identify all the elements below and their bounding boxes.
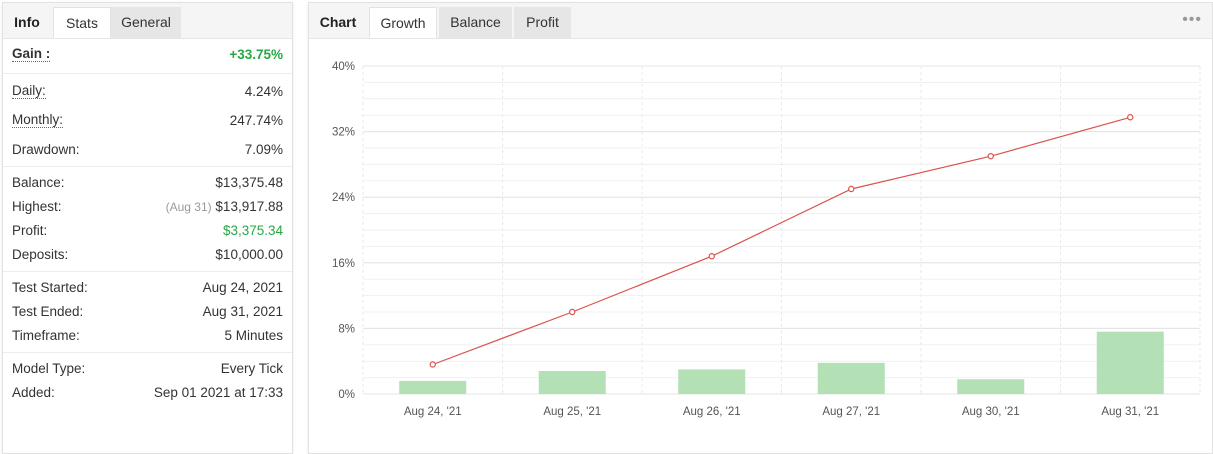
model-type-label: Model Type: [12, 361, 86, 376]
drawdown-value: 7.09% [244, 142, 283, 157]
growth-bar [817, 362, 885, 394]
tab-info[interactable]: Info [14, 14, 40, 30]
tab-general[interactable]: General [111, 7, 181, 38]
test-started-row: Test Started: Aug 24, 2021 [12, 276, 283, 300]
rates-group: Daily: 4.24% Monthly: 247.74% Drawdown: … [3, 74, 292, 167]
drawdown-row: Drawdown: 7.09% [12, 138, 283, 162]
growth-bar [1096, 331, 1164, 394]
more-options-icon[interactable]: ••• [1182, 11, 1202, 28]
highest-label: Highest: [12, 199, 62, 214]
growth-bar [399, 380, 467, 394]
growth-point[interactable] [569, 308, 576, 316]
timeframe-row: Timeframe: 5 Minutes [12, 324, 283, 348]
profit-value: $3,375.34 [222, 223, 283, 238]
test-started-label: Test Started: [12, 280, 88, 295]
growth-bar [957, 379, 1025, 394]
profit-row: Profit: $3,375.34 [12, 219, 283, 243]
chart-tabbar: Chart Growth Balance Profit ••• [309, 3, 1212, 39]
test-started-value: Aug 24, 2021 [202, 280, 283, 295]
growth-point[interactable] [429, 361, 436, 368]
drawdown-label: Drawdown: [12, 142, 80, 157]
growth-chart: 0% 8% 16% 24% 32% 40% Aug 24, '21 Aug 25, '21 A… [332, 61, 1201, 418]
x-tick-label: Aug 27, '21 [822, 406, 880, 418]
test-ended-row: Test Ended: Aug 31, 2021 [12, 300, 283, 324]
model-type-value: Every Tick [220, 361, 283, 376]
added-label: Added: [12, 385, 55, 400]
growth-point[interactable] [708, 253, 715, 260]
test-ended-label: Test Ended: [12, 304, 84, 319]
profit-label: Profit: [12, 223, 48, 238]
stats-tabbar: Info Stats General [3, 3, 292, 39]
growth-line [432, 116, 1131, 366]
x-tick-label: Aug 25, '21 [543, 406, 601, 418]
daily-label[interactable]: Daily: [12, 83, 46, 99]
tab-chart[interactable]: Chart [319, 14, 357, 30]
tab-stats[interactable]: Stats [53, 7, 111, 38]
y-tick-label: 40% [332, 61, 355, 73]
x-tick-label: Aug 26, '21 [683, 406, 741, 418]
deposits-value: $10,000.00 [215, 247, 283, 262]
balance-row: Balance: $13,375.48 [12, 171, 283, 195]
highest-value-wrap: (Aug 31) $13,917.88 [166, 199, 283, 214]
added-row: Added: Sep 01 2021 at 17:33 [12, 381, 283, 405]
growth-bar [678, 369, 746, 394]
chart-panel: Chart Growth Balance Profit ••• 0% 8% 16% 2… [308, 2, 1213, 454]
monthly-value: 247.74% [229, 113, 283, 128]
highest-value: $13,917.88 [215, 199, 283, 214]
stats-panel: Info Stats General Gain : +33.75% Daily:… [2, 2, 293, 454]
daily-row: Daily: 4.24% [12, 80, 283, 109]
x-tick-label: Aug 30, '21 [962, 406, 1020, 418]
x-tick-label: Aug 31, '21 [1101, 406, 1159, 418]
growth-point[interactable] [1127, 114, 1134, 121]
gain-value: +33.75% [229, 47, 283, 62]
test-group: Test Started: Aug 24, 2021 Test Ended: A… [3, 272, 292, 353]
model-group: Model Type: Every Tick Added: Sep 01 202… [3, 353, 292, 405]
highest-date: (Aug 31) [165, 200, 212, 214]
y-tick-label: 32% [332, 127, 355, 139]
growth-point[interactable] [848, 185, 855, 193]
y-tick-label: 0% [338, 389, 355, 401]
gain-label[interactable]: Gain : [12, 46, 51, 62]
tab-profit[interactable]: Profit [514, 7, 571, 38]
timeframe-value: 5 Minutes [224, 328, 283, 343]
daily-value: 4.24% [244, 84, 283, 99]
model-type-row: Model Type: Every Tick [12, 357, 283, 381]
x-tick-label: Aug 24, '21 [404, 406, 462, 418]
highest-row: Highest: (Aug 31) $13,917.88 [12, 195, 283, 219]
deposits-label: Deposits: [12, 247, 69, 262]
monthly-row: Monthly: 247.74% [12, 109, 283, 138]
gain-row: Gain : +33.75% [12, 43, 283, 67]
balance-label: Balance: [12, 175, 65, 190]
deposits-row: Deposits: $10,000.00 [12, 243, 283, 267]
y-tick-label: 24% [332, 192, 355, 204]
balance-value: $13,375.48 [215, 175, 283, 190]
tab-growth[interactable]: Growth [369, 7, 437, 38]
growth-point[interactable] [987, 152, 994, 160]
tab-balance[interactable]: Balance [439, 7, 512, 38]
balance-group: Balance: $13,375.48 Highest: (Aug 31) $1… [3, 167, 292, 272]
y-tick-label: 16% [332, 258, 355, 270]
test-ended-value: Aug 31, 2021 [202, 304, 283, 319]
timeframe-label: Timeframe: [12, 328, 80, 343]
monthly-label[interactable]: Monthly: [12, 112, 64, 128]
added-value: Sep 01 2021 at 17:33 [153, 385, 283, 400]
growth-bar [538, 371, 606, 394]
y-tick-label: 8% [338, 323, 355, 335]
gain-group: Gain : +33.75% [3, 39, 292, 74]
